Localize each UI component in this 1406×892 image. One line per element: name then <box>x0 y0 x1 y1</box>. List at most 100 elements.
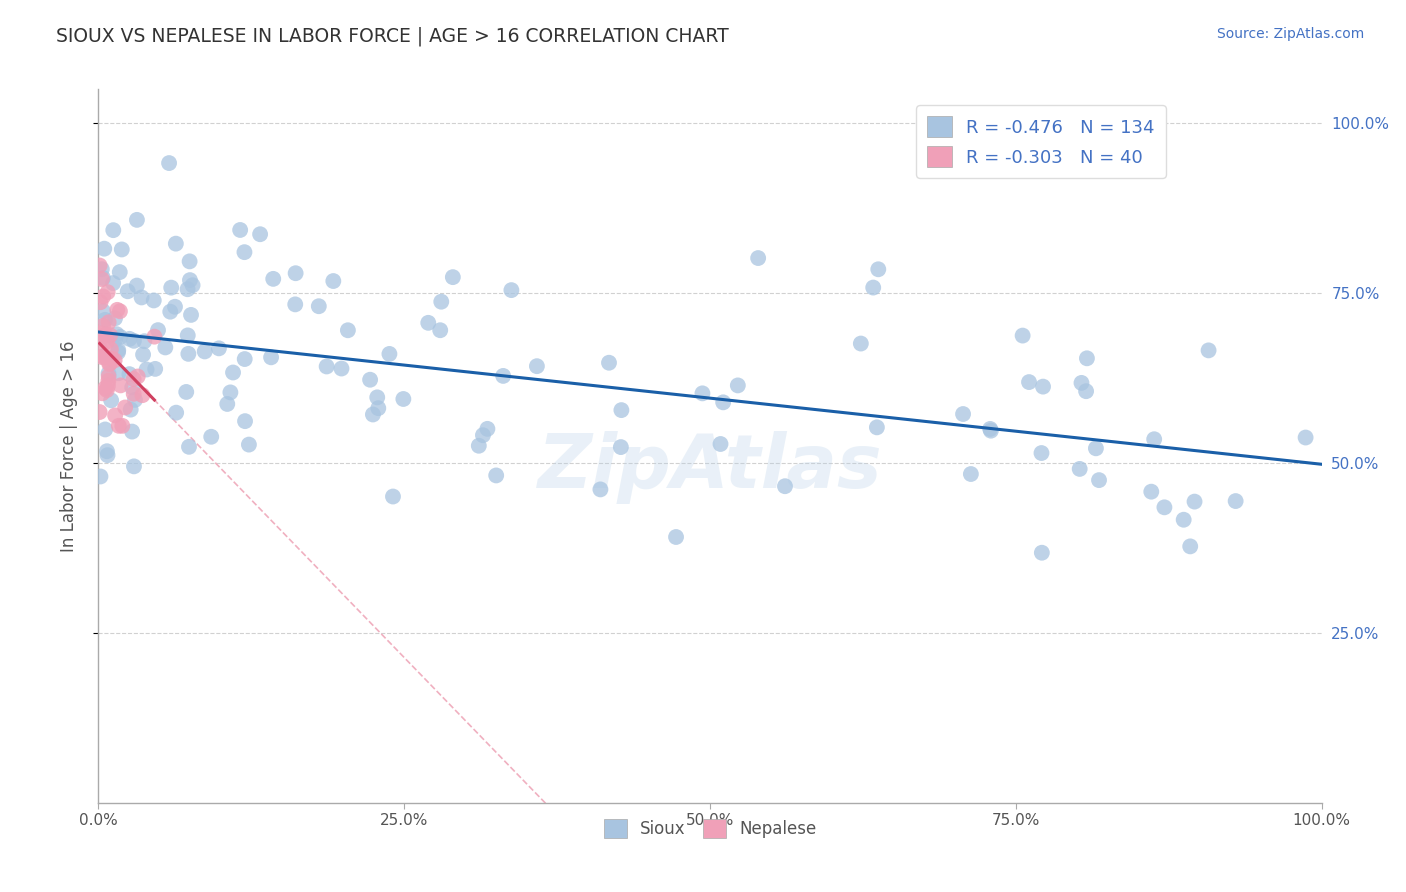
Point <box>1143 432 1166 446</box>
Point <box>101 351 124 366</box>
Point <box>89 259 111 273</box>
Point <box>181 278 204 293</box>
Point <box>108 265 131 279</box>
Point <box>89 295 111 310</box>
Y-axis label: In Labor Force | Age > 16: In Labor Force | Age > 16 <box>59 340 77 552</box>
Point <box>262 272 284 286</box>
Point <box>1198 343 1220 358</box>
Point <box>96 334 118 349</box>
Text: Source: ZipAtlas.com: Source: ZipAtlas.com <box>1216 27 1364 41</box>
Point <box>165 406 187 420</box>
Point <box>91 304 114 318</box>
Point <box>165 236 187 251</box>
Point <box>89 469 111 483</box>
Point <box>979 422 1001 436</box>
Point <box>125 212 148 227</box>
Point <box>121 380 143 394</box>
Point <box>1031 446 1053 460</box>
Point <box>980 424 1002 438</box>
Point <box>208 342 231 356</box>
Point <box>177 440 200 454</box>
Point <box>179 273 201 287</box>
Point <box>89 341 111 355</box>
Point <box>110 330 132 344</box>
Point <box>124 392 146 407</box>
Point <box>249 227 271 242</box>
Point <box>382 490 405 504</box>
Point <box>589 483 612 497</box>
Point <box>866 420 889 434</box>
Point <box>91 386 114 401</box>
Point <box>117 285 139 299</box>
Point <box>177 328 200 343</box>
Point <box>610 440 633 454</box>
Point <box>1076 351 1098 366</box>
Point <box>135 362 157 376</box>
Point <box>97 369 120 384</box>
Point <box>492 368 515 383</box>
Point <box>430 294 453 309</box>
Point <box>284 266 307 280</box>
Point <box>121 425 143 439</box>
Point <box>177 347 200 361</box>
Point <box>96 383 118 397</box>
Point <box>284 297 307 311</box>
Point <box>163 300 186 314</box>
Point <box>155 341 177 355</box>
Point <box>93 242 115 256</box>
Point <box>477 422 499 436</box>
Point <box>1031 546 1053 560</box>
Point <box>91 272 114 286</box>
Point <box>361 408 384 422</box>
Point <box>238 437 260 451</box>
Point <box>727 378 749 392</box>
Point <box>91 318 114 333</box>
Point <box>359 373 381 387</box>
Point <box>160 280 183 294</box>
Point <box>96 448 118 462</box>
Point <box>104 409 127 423</box>
Point <box>1184 494 1206 508</box>
Point <box>322 274 344 288</box>
Point <box>94 327 117 342</box>
Point <box>122 386 145 401</box>
Point <box>110 378 132 392</box>
Point <box>94 422 117 436</box>
Point <box>233 352 256 367</box>
Point <box>91 289 114 303</box>
Point <box>89 326 111 341</box>
Point <box>101 276 124 290</box>
Point <box>97 285 120 300</box>
Point <box>868 262 890 277</box>
Point <box>105 327 128 342</box>
Point <box>429 323 451 337</box>
Point <box>1084 442 1107 456</box>
Point <box>526 359 548 374</box>
Point <box>104 311 127 326</box>
Point <box>367 401 389 416</box>
Point <box>105 302 128 317</box>
Point <box>849 336 872 351</box>
Point <box>330 361 353 376</box>
Point <box>118 367 141 381</box>
Point <box>1295 430 1317 444</box>
Point <box>108 304 131 318</box>
Point <box>176 282 198 296</box>
Point <box>1070 376 1092 390</box>
Point <box>194 344 217 359</box>
Point <box>952 407 974 421</box>
Point <box>100 343 122 357</box>
Point <box>98 357 121 371</box>
Legend: Sioux, Nepalese: Sioux, Nepalese <box>598 812 823 845</box>
Point <box>122 334 145 348</box>
Point <box>103 223 125 237</box>
Point <box>111 243 134 257</box>
Point <box>233 414 256 428</box>
Point <box>392 392 415 406</box>
Point <box>90 350 112 364</box>
Point <box>107 418 129 433</box>
Point <box>468 439 491 453</box>
Point <box>709 437 731 451</box>
Point <box>773 479 796 493</box>
Point <box>222 366 245 380</box>
